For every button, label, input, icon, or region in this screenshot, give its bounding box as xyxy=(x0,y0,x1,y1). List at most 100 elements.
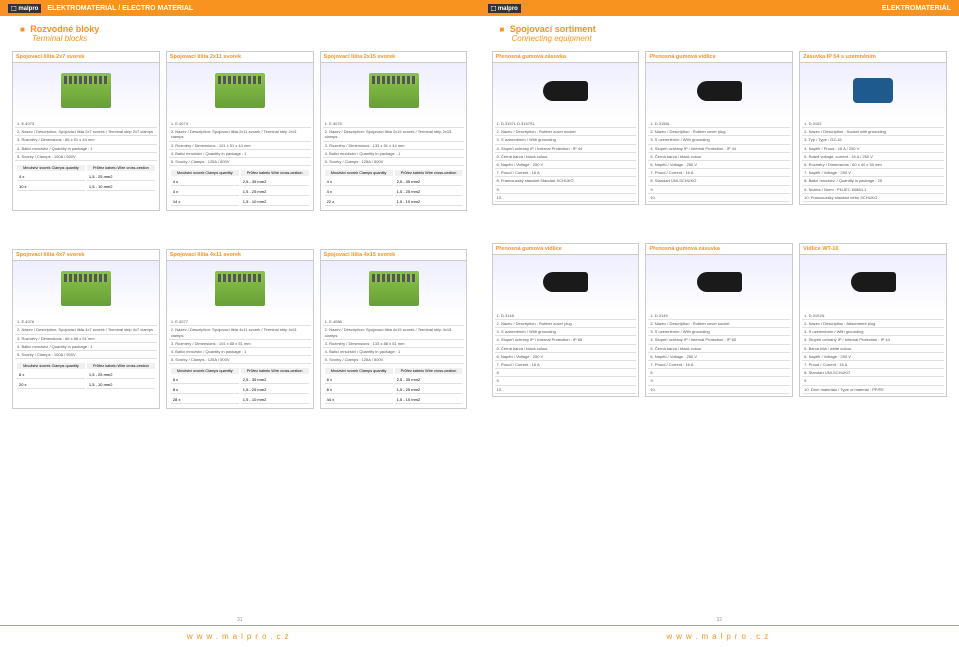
spec-line: 5. Černá barva / black colour xyxy=(648,345,790,353)
spec-line: 10. xyxy=(648,194,790,202)
spec-line: 1. D.3158L xyxy=(648,120,790,128)
spec-line: 3. Rozměry / Dimensions : 133 x 88 x 51 … xyxy=(323,340,465,348)
spec-line: 5. Svorky / Clamps : 125A / 500V xyxy=(169,356,311,364)
spec-line: 7. Proud / Current : 16 A xyxy=(648,361,790,369)
table-row: 8 x2,5 - 35 mm2 xyxy=(325,376,463,384)
spec-line: 8. Standart UNI-SCHUKO xyxy=(802,369,944,377)
table-row: 28 x1,5 - 10 mm2 xyxy=(171,396,309,404)
spec-line: 2. Název / Description: Spojovací lišta … xyxy=(169,128,311,141)
product-card: Spojovací lišta 4x15 svorek1. E.40882. N… xyxy=(320,249,468,409)
spec-line: 6. Napětí / Voltage : 250 V xyxy=(495,353,637,361)
spec-line: 8. Francouzský standart Standart SCHUKO xyxy=(495,177,637,185)
section-title-en: Connecting equipment xyxy=(512,34,592,43)
table-row: 44 x1,5 - 10 mm2 xyxy=(325,396,463,404)
table-header: Množství svorek Clamps quantity xyxy=(325,368,393,374)
footer-url-left: www.malpro.cz xyxy=(0,625,480,647)
product-card: Přenosná gumová zásuvka1. D.31492. Název… xyxy=(645,243,793,397)
card-specs: 1. E.40772. Název / Description: Spojova… xyxy=(167,316,313,408)
card-specs: 1. E.40762. Název / Description: Spojova… xyxy=(13,316,159,393)
card-title: Spojovací lišta 2x15 svorek xyxy=(321,52,467,63)
spec-table: Množství svorek Clamps quantityPrůřez ka… xyxy=(323,366,465,406)
spec-line: 7. Proud / Current : 16 A xyxy=(495,169,637,177)
spec-line: 10. xyxy=(495,194,637,202)
product-image xyxy=(800,255,946,310)
card-specs: 1. D.3101N2. Název / Description : Attac… xyxy=(800,310,946,396)
spec-line: 2. Název / Description: Spojovací lišta … xyxy=(169,326,311,339)
product-card: Zásuvka IP 54 s uzemněním1. D.31532. Náz… xyxy=(799,51,947,205)
header-title-right: ELEKTROMATERIÁL xyxy=(882,5,951,12)
card-title: Přenosná gumová vidlice xyxy=(646,52,792,63)
card-specs: 1. D.31492. Název / Description : Rubber… xyxy=(646,310,792,396)
spec-line: 5. Černá barva / black colour xyxy=(495,345,637,353)
header-left: ⬚ malpro ELEKTROMATERIÁL / ELECTRO MATER… xyxy=(0,0,480,16)
product-image xyxy=(493,63,639,118)
spec-line: 4. Balicí množství / Quantity in package… xyxy=(169,348,311,356)
spec-line: 8. xyxy=(648,369,790,377)
page-number-right: 32 xyxy=(480,615,959,625)
table-header: Množství svorek Clamps quantity xyxy=(17,165,85,171)
spec-line: 4. Balicí množství / Quantity in package… xyxy=(169,150,311,158)
product-image xyxy=(800,63,946,118)
spec-line: 4. Stupeň ochrany IP / Internal Protecti… xyxy=(648,336,790,344)
card-title: Vidlice WT-16 xyxy=(800,244,946,255)
spec-line: 3. Typ / Type : GZ-16 xyxy=(802,136,944,144)
table-header: Množství svorek Clamps quantity xyxy=(171,368,239,374)
product-image xyxy=(167,261,313,316)
product-image xyxy=(646,255,792,310)
table-header: Množství svorek Clamps quantity xyxy=(325,170,393,176)
spec-line: 3. S uzemněním / With grounding xyxy=(495,136,637,144)
spec-line: 5. Svorky / Clamps : 125A / 500V xyxy=(323,158,465,166)
spec-line: 5. Svorky / Clamps : 100A / 500V xyxy=(15,153,157,161)
header-right: ⬚ malpro ELEKTROMATERIÁL xyxy=(480,0,959,16)
spec-line: 1. D.3101N xyxy=(802,312,944,320)
spec-line: 10. xyxy=(648,386,790,394)
spec-line: 10. Druh materiálu / Type of material : … xyxy=(802,386,944,394)
spec-line: 3. S uzemněním / With grounding xyxy=(495,328,637,336)
table-row: 8 x2,5 - 35 mm2 xyxy=(171,376,309,384)
spec-line: 5. Svorky / Clamps : 100A / 500V xyxy=(15,351,157,359)
spec-line: 2. Název / Description : Rubber cover so… xyxy=(648,320,790,328)
spec-line: 1. D.3149 xyxy=(648,312,790,320)
spec-line: 5. Barva bílá / white colour xyxy=(802,345,944,353)
spec-line: 9. xyxy=(648,377,790,385)
spec-line: 4. Balicí množství / Quantity in package… xyxy=(15,145,157,153)
table-row: 8 x1,5 - 25 mm2 xyxy=(325,386,463,394)
table-header: Průřez kabelu Wire cross-cestion xyxy=(87,363,155,369)
spec-line: 1. E.4075 xyxy=(323,120,465,128)
spec-line: 1. D.3157L D.3157SL xyxy=(495,120,637,128)
card-specs: 1. E.40742. Název / Description: Spojova… xyxy=(167,118,313,210)
spec-line: 1. E.4074 xyxy=(169,120,311,128)
table-header: Množství svorek Clamps quantity xyxy=(17,363,85,369)
spec-line: 9. xyxy=(495,186,637,194)
spec-line: 10. xyxy=(495,386,637,394)
spec-line: 5. Rated voltage, current : 16 A / 250 V xyxy=(802,153,944,161)
spec-table: Množství svorek Clamps quantityPrůřez ka… xyxy=(323,168,465,208)
spec-line: 5. Černá barva / black colour xyxy=(648,153,790,161)
product-image xyxy=(13,63,159,118)
table-row: 8 x1,5 - 25 mm2 xyxy=(171,386,309,394)
card-title: Spojovací lišta 4x15 svorek xyxy=(321,250,467,261)
product-image xyxy=(321,261,467,316)
section-head-right: ■ Spojovací sortiment Connecting equipme… xyxy=(480,16,959,47)
spec-line: 4. Napětí / Proud : 16 A / 250 V xyxy=(802,145,944,153)
spec-line: 2. Název / Description : Rubber cover so… xyxy=(495,128,637,136)
table-header: Průřez kabelu Wire cross-cestion xyxy=(241,368,309,374)
table-header: Průřez kabelu Wire cross-cestion xyxy=(241,170,309,176)
card-title: Spojovací lišta 4x11 svorek xyxy=(167,250,313,261)
spec-line: 5. Černá barva / black colour xyxy=(495,153,637,161)
spec-line: 2. Název / Description : Socket with gro… xyxy=(802,128,944,136)
table-row: 8 x1,5 - 25 mm2 xyxy=(17,371,155,379)
product-image xyxy=(493,255,639,310)
spec-line: 9. Norma / Norm : PN-IEC 60884-1 xyxy=(802,186,944,194)
spec-line: 4. Balicí množství / Quantity in package… xyxy=(323,150,465,158)
spec-line: 9. xyxy=(802,377,944,385)
spec-line: 3. S uzemněním / With grounding xyxy=(648,136,790,144)
spec-line: 2. Název / Description: Spojovací lišta … xyxy=(15,326,157,334)
table-header: Průřez kabelu Wire cross-cestion xyxy=(395,368,463,374)
spec-line: 1. D.3148 xyxy=(495,312,637,320)
page-number-left: 31 xyxy=(0,615,480,625)
spec-line: 3. S uzemněním / With grounding xyxy=(802,328,944,336)
section-title-cz: Rozvodné bloky xyxy=(30,24,99,34)
spec-line: 7. Napětí / Voltage : 250 V xyxy=(802,169,944,177)
table-row: 4 x1,5 - 25 mm2 xyxy=(325,188,463,196)
